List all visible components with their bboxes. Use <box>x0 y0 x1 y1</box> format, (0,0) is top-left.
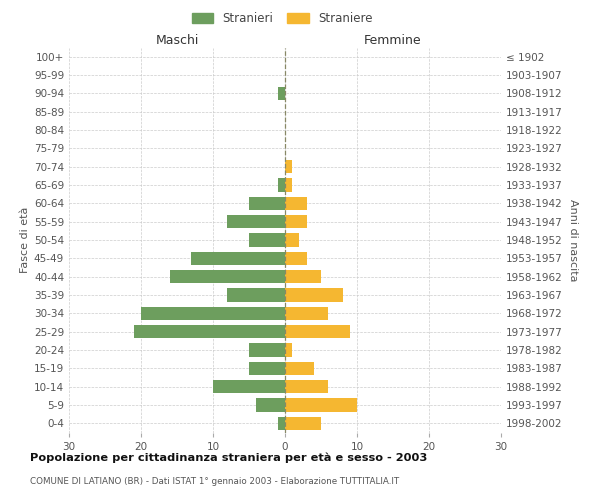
Bar <box>213 380 285 394</box>
Bar <box>285 344 292 356</box>
Bar <box>285 196 307 210</box>
Bar <box>285 270 321 283</box>
Bar <box>278 416 285 430</box>
Bar <box>256 398 285 411</box>
Bar <box>227 288 285 302</box>
Bar <box>285 362 314 375</box>
Bar <box>285 178 292 192</box>
Bar <box>285 215 307 228</box>
Bar <box>249 362 285 375</box>
Bar <box>191 252 285 265</box>
Text: Femmine: Femmine <box>364 34 422 48</box>
Y-axis label: Fasce di età: Fasce di età <box>20 207 30 273</box>
Bar <box>170 270 285 283</box>
Text: COMUNE DI LATIANO (BR) - Dati ISTAT 1° gennaio 2003 - Elaborazione TUTTITALIA.IT: COMUNE DI LATIANO (BR) - Dati ISTAT 1° g… <box>30 478 399 486</box>
Bar <box>285 416 321 430</box>
Bar <box>134 325 285 338</box>
Bar <box>249 234 285 246</box>
Bar <box>285 398 357 411</box>
Bar <box>249 344 285 356</box>
Bar <box>285 306 328 320</box>
Y-axis label: Anni di nascita: Anni di nascita <box>568 198 578 281</box>
Bar <box>278 86 285 100</box>
Legend: Stranieri, Straniere: Stranieri, Straniere <box>188 8 376 28</box>
Bar <box>285 380 328 394</box>
Bar <box>227 215 285 228</box>
Bar <box>285 325 350 338</box>
Bar <box>278 178 285 192</box>
Bar <box>285 160 292 173</box>
Bar <box>285 288 343 302</box>
Bar <box>285 234 299 246</box>
Text: Maschi: Maschi <box>155 34 199 48</box>
Bar <box>285 252 307 265</box>
Text: Popolazione per cittadinanza straniera per età e sesso - 2003: Popolazione per cittadinanza straniera p… <box>30 452 427 463</box>
Bar <box>141 306 285 320</box>
Bar <box>249 196 285 210</box>
